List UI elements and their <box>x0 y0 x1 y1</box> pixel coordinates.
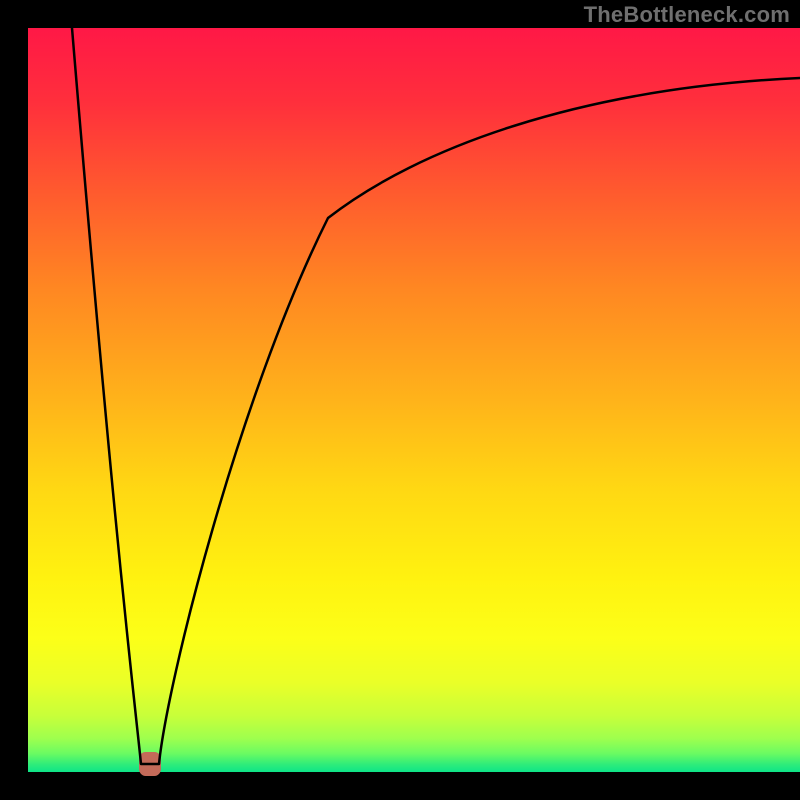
plot-area <box>28 28 800 772</box>
watermark-text: TheBottleneck.com <box>584 2 790 28</box>
bottleneck-curve <box>28 28 800 772</box>
chart-root: TheBottleneck.com <box>0 0 800 800</box>
